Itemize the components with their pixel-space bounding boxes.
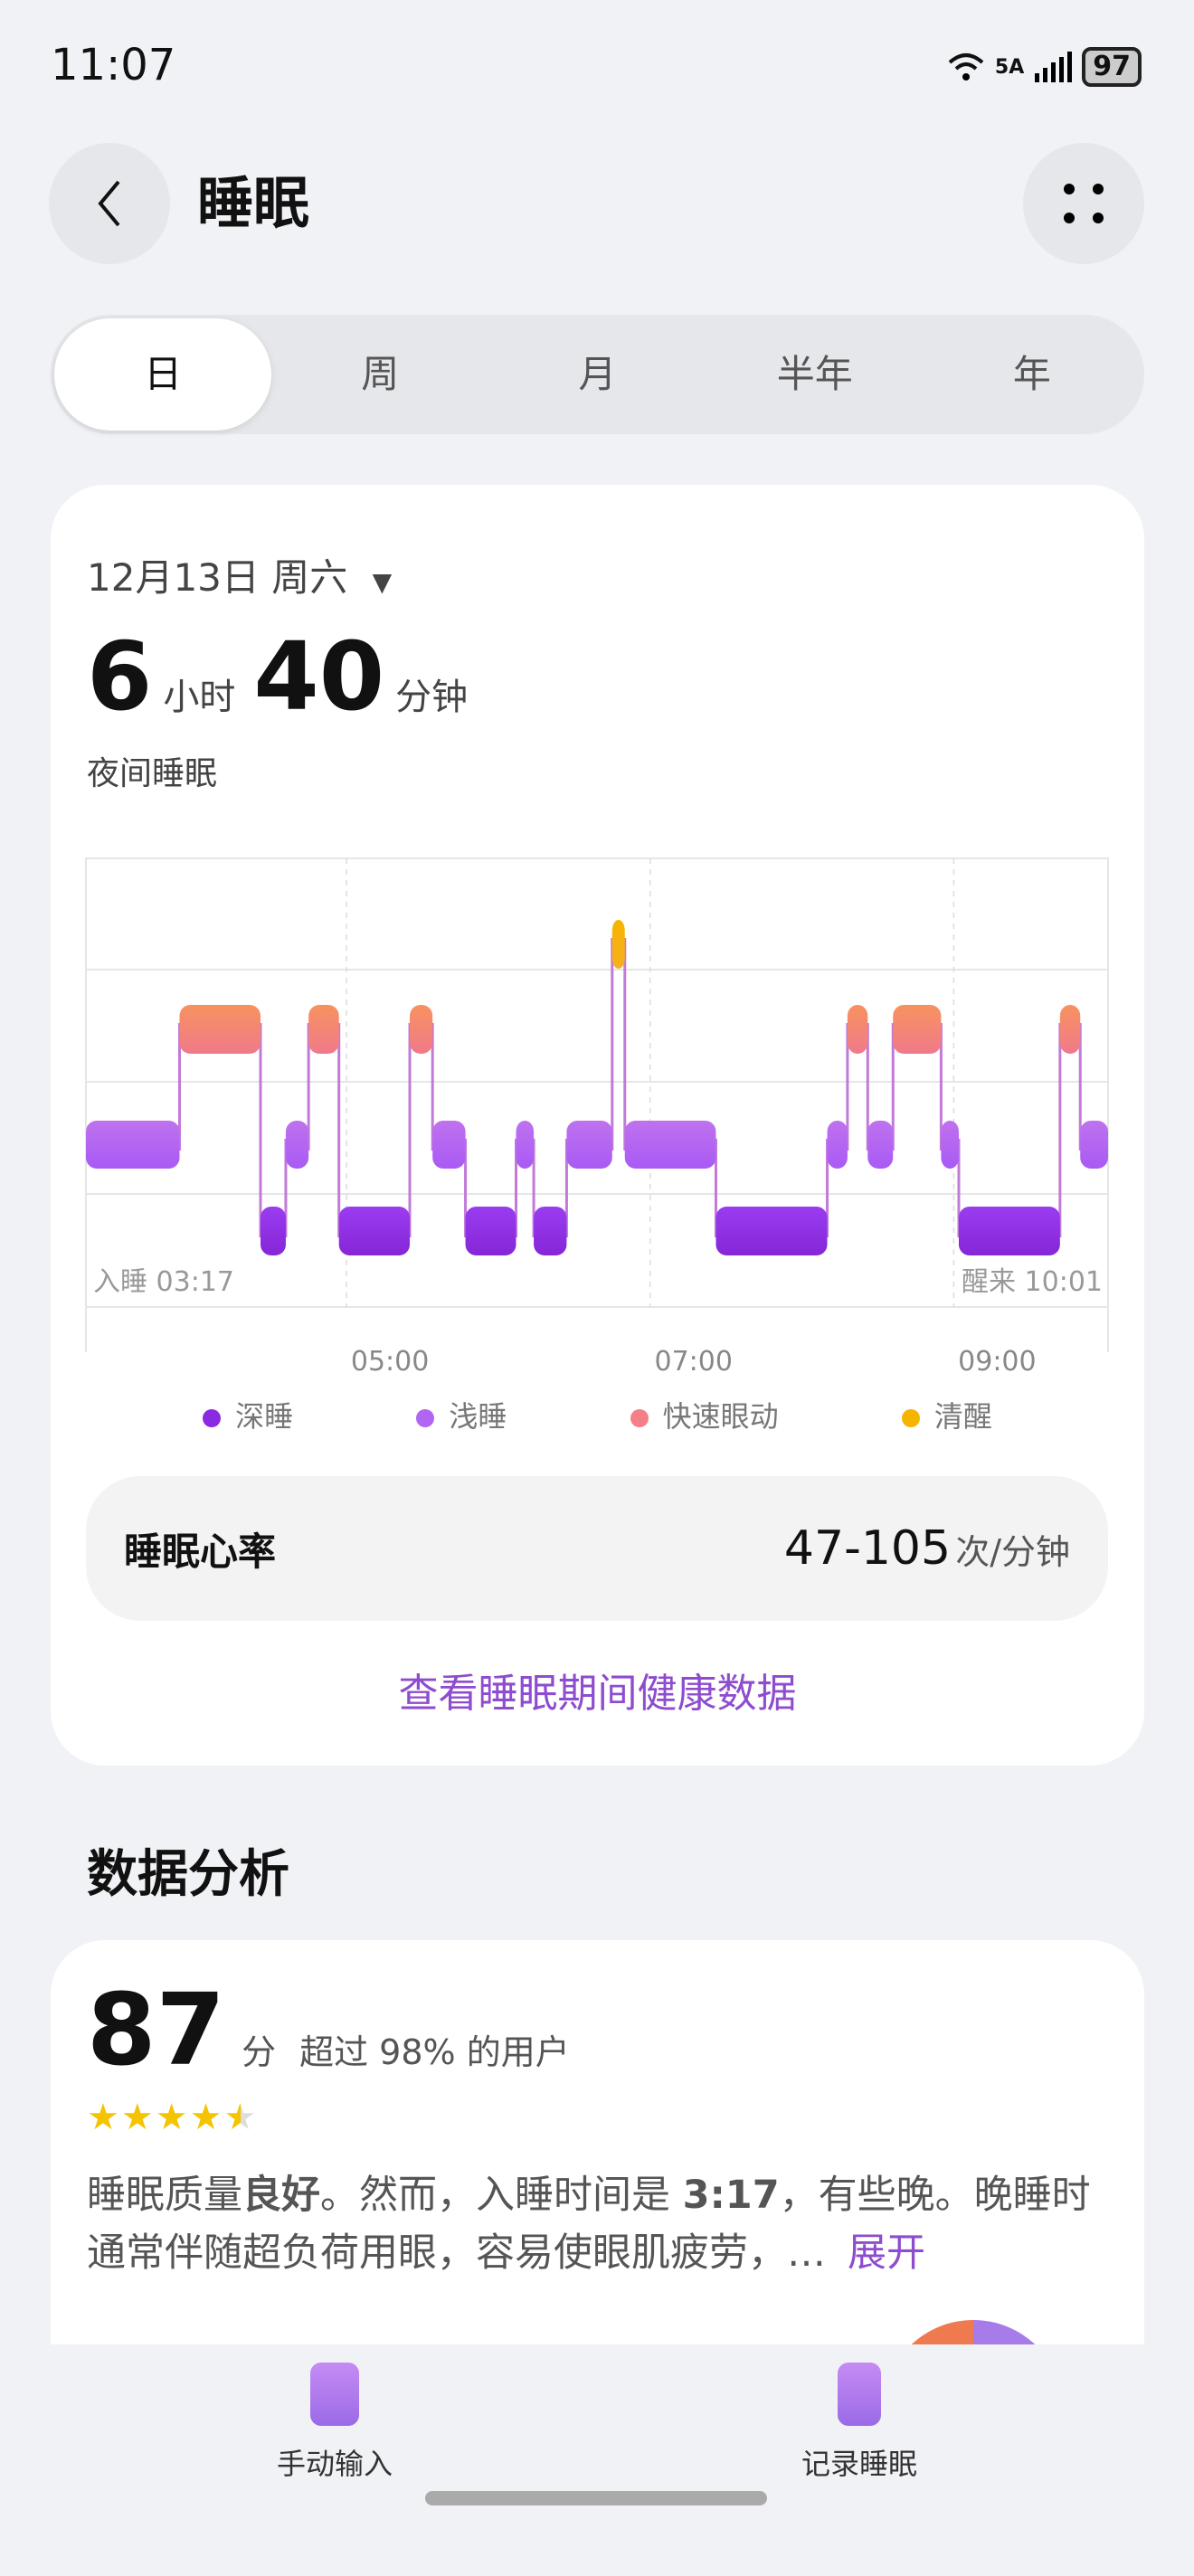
- legend-dot: [203, 1409, 222, 1427]
- sleep-score: 87 分 超过 98% 的用户: [87, 1980, 570, 2079]
- date-label: 12月13日 周六: [87, 555, 348, 600]
- record-sleep-button[interactable]: 记录睡眠: [724, 2363, 995, 2482]
- segment-light: [827, 1121, 848, 1169]
- status-icons: 5A 97: [946, 47, 1142, 87]
- tab-day[interactable]: 日: [54, 318, 272, 431]
- star-icon: ★★★★: [87, 2097, 224, 2138]
- segment-rem: [410, 1005, 433, 1054]
- segment-light: [86, 1121, 180, 1169]
- x-tick-label: 05:00: [351, 1346, 429, 1378]
- sleep-duration: 6 小时 40 分钟: [87, 630, 475, 724]
- segment-rem: [893, 1005, 942, 1054]
- sleep-heart-rate-row[interactable]: 睡眠心率 47-105 次/分钟: [86, 1476, 1108, 1621]
- duration-minutes: 40: [253, 621, 385, 732]
- segment-deep: [338, 1207, 411, 1255]
- legend-label: 快速眼动: [662, 1399, 779, 1434]
- legend-light: 浅睡: [416, 1398, 507, 1435]
- back-button[interactable]: [49, 143, 170, 264]
- text: 。然而，入睡时间是: [320, 2173, 683, 2218]
- analysis-text: 睡眠质量良好。然而，入睡时间是 3:17，有些晚。晚睡时通常伴随超负荷用眼，容易…: [87, 2166, 1109, 2282]
- signal-icon: [1035, 52, 1073, 82]
- more-dots-icon: [1064, 184, 1104, 223]
- x-tick-label: 07:00: [655, 1346, 733, 1378]
- score-unit: 分: [242, 2032, 277, 2072]
- period-tabs: 日 周 月 半年 年: [51, 315, 1144, 434]
- moon-phone-icon: [838, 2363, 881, 2426]
- legend-label: 清醒: [933, 1399, 992, 1434]
- legend-deep: 深睡: [203, 1398, 293, 1435]
- network-type: 5A: [994, 55, 1025, 79]
- date-picker[interactable]: 12月13日 周六 ▼: [87, 555, 392, 605]
- sleep-start-label: 入睡 03:17: [93, 1266, 234, 1298]
- segment-light: [1080, 1121, 1108, 1169]
- legend-rem: 快速眼动: [630, 1398, 779, 1435]
- score-value: 87: [87, 1972, 226, 2088]
- segment-light: [566, 1121, 612, 1169]
- legend-dot: [416, 1409, 435, 1427]
- tab-year[interactable]: 年: [1012, 352, 1051, 396]
- battery-indicator: 97: [1082, 47, 1142, 87]
- segment-light: [285, 1121, 309, 1169]
- legend-awake: 清醒: [901, 1398, 992, 1435]
- heart-rate-value: 47-105: [783, 1521, 952, 1576]
- record-sleep-label: 记录睡眠: [801, 2447, 917, 2481]
- section-title: 数据分析: [87, 1845, 289, 1904]
- tab-month[interactable]: 月: [578, 352, 617, 396]
- legend-dot: [901, 1409, 920, 1427]
- manual-input-button[interactable]: 手动输入: [199, 2363, 470, 2482]
- analysis-card: 87 分 超过 98% 的用户 ★★★★★ 睡眠质量良好。然而，入睡时间是 3:…: [51, 1940, 1144, 2344]
- segment-light: [941, 1121, 959, 1169]
- segment-deep: [465, 1207, 516, 1255]
- segment-light: [867, 1121, 894, 1169]
- x-tick-label: 09:00: [958, 1346, 1036, 1378]
- segment-deep: [534, 1207, 567, 1255]
- text: 睡眠质量: [87, 2173, 242, 2218]
- segment-deep: [958, 1207, 1060, 1255]
- tab-week[interactable]: 周: [361, 352, 400, 396]
- segment-light: [516, 1121, 535, 1169]
- heart-rate-label: 睡眠心率: [124, 1529, 277, 1574]
- text-bold: 3:17: [682, 2173, 780, 2218]
- chevron-left-icon: [98, 180, 120, 227]
- segment-rem: [1059, 1005, 1081, 1054]
- more-button[interactable]: [1023, 143, 1144, 264]
- view-health-data-link[interactable]: 查看睡眠期间健康数据: [398, 1671, 797, 1717]
- caret-down-icon: ▼: [372, 567, 393, 597]
- heart-rate-unit: 次/分钟: [955, 1532, 1070, 1572]
- home-indicator[interactable]: [425, 2491, 767, 2505]
- minutes-unit: 分钟: [395, 677, 469, 718]
- star-rating: ★★★★★: [87, 2096, 258, 2139]
- half-star-icon: ★: [223, 2097, 259, 2138]
- legend-label: 深睡: [235, 1399, 294, 1434]
- bottom-action-bar: 手动输入 记录睡眠: [0, 2344, 1194, 2576]
- page-title: 睡眠: [197, 170, 310, 236]
- segment-rem: [308, 1005, 339, 1054]
- manual-input-icon: [310, 2363, 359, 2426]
- sleep-stage-chart[interactable]: 05:00 07:00 09:00 入睡 03:17 醒来 10:01: [51, 485, 1144, 1389]
- text: ，有些晚。晚睡时通常伴随超负荷用眼，容易使眼肌疲劳，…: [87, 2173, 1091, 2276]
- chart-legend: 深睡 浅睡 快速眼动 清醒: [51, 1398, 1144, 1435]
- segment-awake: [611, 920, 625, 969]
- score-compare: 超过 98% 的用户: [299, 2032, 570, 2072]
- wifi-icon: [948, 53, 984, 80]
- legend-dot: [630, 1409, 649, 1427]
- sleep-structure-pie: [883, 2320, 1064, 2344]
- segment-rem: [179, 1005, 261, 1054]
- segment-deep: [260, 1207, 286, 1255]
- legend-label: 浅睡: [449, 1399, 507, 1434]
- sleep-summary-card: 12月13日 周六 ▼ 6 小时 40 分钟 夜间睡眠 05:00 07:00 09…: [51, 485, 1144, 1766]
- tab-half-year[interactable]: 半年: [776, 352, 853, 396]
- hours-unit: 小时: [163, 677, 236, 718]
- segment-light: [624, 1121, 716, 1169]
- text-bold: 良好: [242, 2173, 320, 2218]
- duration-hours: 6: [87, 621, 153, 732]
- segment-deep: [715, 1207, 828, 1255]
- segment-light: [432, 1121, 466, 1169]
- expand-link[interactable]: 展开: [848, 2230, 925, 2276]
- status-time: 11:07: [51, 40, 176, 90]
- manual-input-label: 手动输入: [276, 2447, 393, 2481]
- wake-end-label: 醒来 10:01: [962, 1266, 1103, 1298]
- segment-rem: [847, 1005, 868, 1054]
- sleep-type: 夜间睡眠: [87, 755, 218, 792]
